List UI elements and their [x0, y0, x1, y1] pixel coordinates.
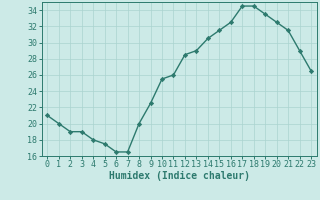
X-axis label: Humidex (Indice chaleur): Humidex (Indice chaleur) — [109, 171, 250, 181]
